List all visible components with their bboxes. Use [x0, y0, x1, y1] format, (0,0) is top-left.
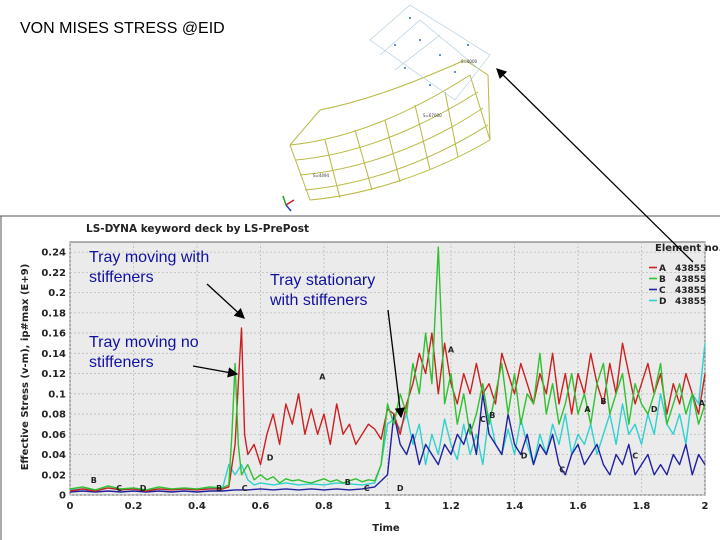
plot-title: LS-DYNA keyword deck by LS-PrePost: [86, 223, 309, 235]
x-tick-label: 1.4: [506, 501, 524, 512]
x-tick-label: 0.8: [315, 501, 333, 512]
curve-marker-label: A: [319, 373, 326, 382]
curve-marker-label: C: [559, 466, 565, 475]
curve-marker-label: C: [632, 452, 638, 461]
y-tick-label: 0.1: [48, 389, 66, 400]
y-tick-label: 0.02: [41, 470, 66, 481]
callout-tray-moving-with-stiffeners: Tray moving with stiffeners: [89, 249, 210, 286]
model-label-2: S=67000: [423, 113, 442, 118]
callout-tray-moving-no-stiffeners: Tray moving no stiffeners: [89, 334, 199, 371]
legend-marker: C: [659, 286, 666, 296]
curve-marker-label: A: [699, 399, 706, 408]
x-tick-label: 1.6: [569, 501, 587, 512]
y-tick-label: 0.06: [41, 430, 66, 441]
y-tick-label: 0.14: [41, 349, 66, 360]
curve-marker-label: C: [480, 415, 486, 424]
legend-entry: 43855: [675, 264, 706, 274]
legend-entry: 43855: [675, 297, 706, 307]
y-tick-label: 0.08: [41, 410, 66, 421]
curve-marker-label: A: [584, 405, 591, 414]
y-tick-label: 0.2: [48, 288, 66, 299]
curve-marker-label: D: [397, 484, 404, 493]
y-tick-labels: 0 0.02 0.04 0.06 0.08 0.1 0.12 0.14 0.16 0.18 0.2 0…: [41, 248, 66, 502]
mesh-cage: [369, 4, 491, 101]
legend-marker: D: [659, 297, 666, 307]
callout-tray-stationary-with-stiffeners: Tray stationary with stiffeners: [270, 272, 376, 309]
x-tick-label: 0: [67, 501, 74, 512]
x-tick-labels: 0 0.2 0.4 0.6 0.8 1 1.2 1.4 1.6 1.8 2: [67, 501, 709, 512]
curve-marker-label: B: [489, 411, 495, 420]
mesh-model: S=0000 S=67000 S=4494: [282, 4, 491, 212]
curve-marker-label: C: [242, 484, 248, 493]
curve-marker-label: B: [91, 476, 97, 485]
x-tick-label: 2: [702, 501, 709, 512]
legend-marker: B: [659, 275, 666, 285]
mesh-dots: [394, 17, 469, 86]
curve-marker-label: C: [116, 484, 122, 493]
legend-entry: 43855: [675, 286, 706, 296]
x-tick-label: 1.2: [442, 501, 460, 512]
curve-marker-label: B: [600, 397, 606, 406]
series-line-c: [69, 393, 706, 493]
legend: Element no. A 43855 B 43855 C 43855 D 43855: [649, 243, 720, 307]
legend-marker: A: [659, 264, 666, 274]
slide-title: VON MISES STRESS @EID: [20, 20, 225, 37]
x-tick-label: 0.2: [125, 501, 143, 512]
curve-marker-label: D: [521, 452, 528, 461]
y-tick-label: 0.24: [41, 248, 66, 259]
x-tick-label: 0.4: [188, 501, 206, 512]
legend-title: Element no.: [655, 243, 720, 254]
curve-marker-label: C: [364, 484, 370, 493]
x-tick-label: 0.6: [252, 501, 270, 512]
y-tick-label: 0.22: [41, 268, 66, 279]
y-tick-label: 0: [59, 491, 66, 502]
curve-marker-label: D: [651, 405, 658, 414]
mesh-wireframe: [289, 59, 491, 201]
y-tick-label: 0.16: [41, 329, 66, 340]
curve-marker-label: D: [267, 454, 274, 463]
y-tick-label: 0.12: [41, 369, 66, 380]
curve-marker-label: B: [345, 478, 351, 487]
curve-marker-label: B: [216, 484, 222, 493]
model-label-1: S=0000: [461, 59, 478, 64]
curve-marker-label: D: [140, 484, 147, 493]
series-lines: [69, 246, 706, 493]
x-tick-label: 1.8: [633, 501, 651, 512]
x-tick-label: 1: [384, 501, 391, 512]
curve-marker-label: A: [448, 345, 455, 354]
y-axis-label: Effective Stress (v-m), ip#max (E+9): [20, 264, 31, 471]
x-axis-label: Time: [372, 523, 400, 534]
series-line-b: [69, 246, 706, 491]
legend-entry: 43855: [675, 275, 706, 285]
y-tick-label: 0.18: [41, 308, 66, 319]
y-tick-label: 0.04: [41, 450, 66, 461]
grid-lines: [69, 242, 706, 496]
model-label-3: S=4494: [313, 173, 330, 178]
series-line-a: [69, 327, 706, 492]
axis-triad-icon: [282, 195, 295, 212]
